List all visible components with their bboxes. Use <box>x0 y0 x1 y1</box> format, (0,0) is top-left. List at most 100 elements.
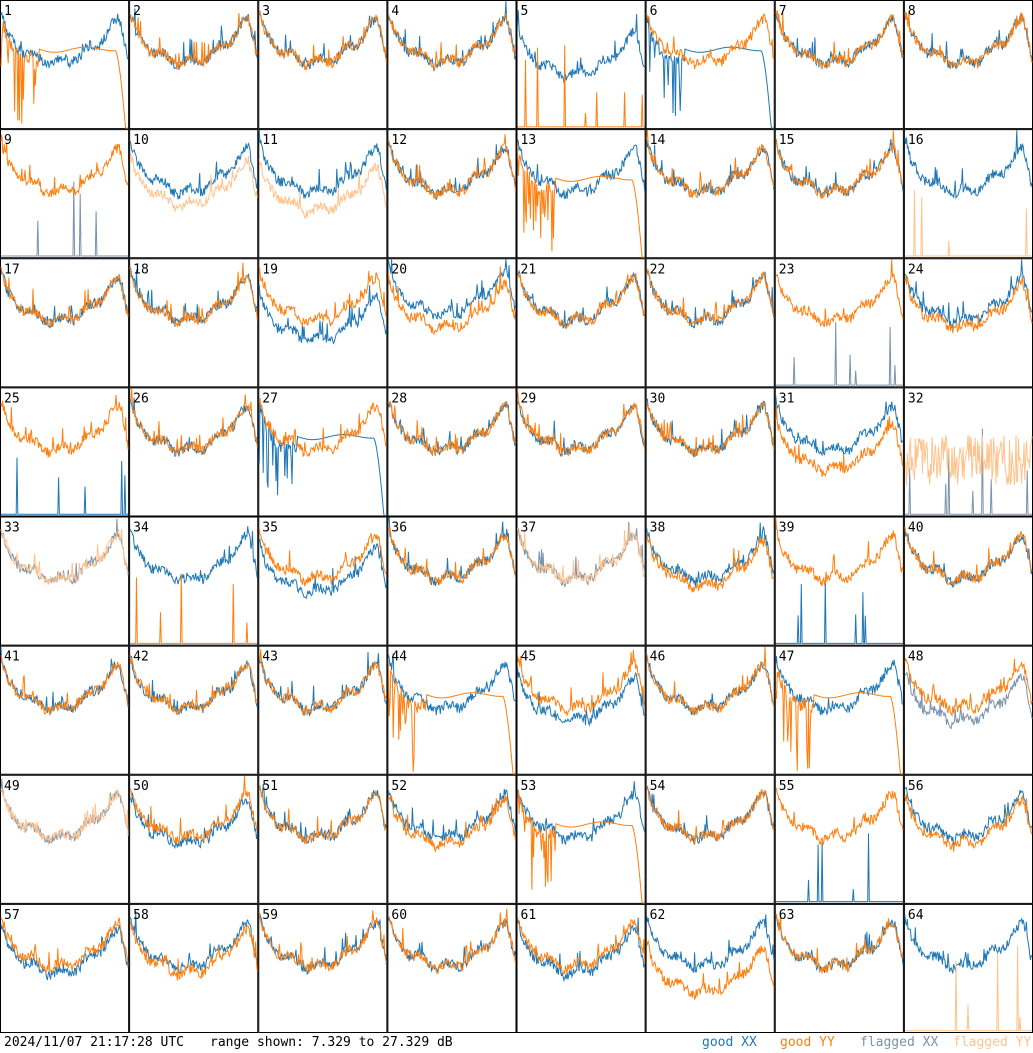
antenna-number-label: 18 <box>133 262 149 277</box>
antenna-number-label: 45 <box>521 650 537 665</box>
antenna-number-label: 49 <box>4 779 20 794</box>
antenna-panel-2: 2 <box>129 0 259 130</box>
legend-flagged-xx: flagged XX <box>860 1035 939 1050</box>
series-line-yy <box>387 13 516 71</box>
antenna-number-label: 32 <box>908 391 924 406</box>
antenna-number-label: 30 <box>650 391 666 406</box>
series-line-yy <box>517 790 645 904</box>
antenna-number-label: 7 <box>779 4 787 19</box>
panel-frame <box>0 645 130 775</box>
panel-frame <box>0 903 130 1033</box>
panel-frame <box>387 0 517 130</box>
antenna-number-label: 37 <box>521 521 537 536</box>
series-line-yy <box>129 921 258 981</box>
antenna-panel-18: 18 <box>129 258 259 388</box>
panel-frame <box>645 129 775 259</box>
series-line-yy <box>129 13 258 70</box>
antenna-number-label: 61 <box>521 908 537 923</box>
antenna-number-label: 22 <box>650 262 666 277</box>
antenna-number-label: 54 <box>650 779 666 794</box>
series-line-yy <box>904 190 1032 257</box>
antenna-panel-43: 43 <box>258 645 388 775</box>
panel-frame <box>129 129 259 259</box>
antenna-number-label: 24 <box>908 262 924 277</box>
antenna-number-label: 1 <box>4 4 12 19</box>
panel-frame <box>774 387 904 517</box>
series-line-yy <box>387 134 516 201</box>
series-line-xx <box>646 914 775 973</box>
antenna-number-label: 58 <box>133 908 149 923</box>
series-line-yy <box>904 275 1033 334</box>
panel-frame <box>258 774 388 904</box>
antenna-panel-24: 24 <box>903 258 1033 388</box>
panel-frame <box>258 0 388 130</box>
antenna-panel-35: 35 <box>258 516 388 646</box>
antenna-number-label: 59 <box>262 908 278 923</box>
range-label: range shown: 7.329 to 27.329 dB <box>210 1035 453 1050</box>
panel-frame <box>774 0 904 130</box>
antenna-panel-17: 17 <box>0 258 130 388</box>
series-line-xx <box>517 10 645 84</box>
series-line-yy <box>387 400 516 457</box>
series-line-yy <box>646 646 775 716</box>
antenna-number-label: 47 <box>779 650 795 665</box>
antenna-panel-48: 48 <box>903 645 1033 775</box>
panel-frame <box>774 129 904 259</box>
antenna-number-label: 35 <box>262 521 278 536</box>
panel-frame <box>0 387 130 517</box>
antenna-number-label: 10 <box>133 133 149 148</box>
series-line-yy <box>517 522 646 585</box>
antenna-panel-27: 27 <box>258 387 388 517</box>
series-line-yy <box>388 795 516 853</box>
antenna-number-label: 38 <box>650 521 666 536</box>
series-line-yy <box>775 517 904 587</box>
series-line-yy <box>129 654 258 716</box>
panel-frame <box>903 0 1033 130</box>
series-line-yy <box>646 786 775 845</box>
series-line-yy <box>904 526 1033 586</box>
series-line-yy <box>258 649 387 716</box>
series-line-yy <box>258 528 387 587</box>
series-line-yy <box>517 649 646 718</box>
antenna-panel-55: 55 <box>774 774 904 904</box>
antenna-panel-47: 47 <box>774 645 904 775</box>
series-line-xx <box>1 457 129 515</box>
series-line-yy <box>258 159 387 219</box>
antenna-panel-60: 60 <box>387 903 517 1033</box>
panel-frame <box>258 129 388 259</box>
panel-frame <box>645 774 775 904</box>
antenna-number-label: 13 <box>521 133 537 148</box>
antenna-number-label: 56 <box>908 779 924 794</box>
antenna-panel-6: 6 <box>645 0 775 130</box>
series-line-xx <box>517 781 646 845</box>
series-line-xx <box>904 914 1033 974</box>
panel-frame <box>0 258 130 388</box>
antenna-number-label: 19 <box>262 262 278 277</box>
series-line-yy <box>258 785 387 845</box>
antenna-panel-20: 20 <box>387 258 517 388</box>
series-line-yy <box>258 397 387 458</box>
antenna-number-label: 8 <box>908 4 916 19</box>
antenna-panel-22: 22 <box>645 258 775 388</box>
series-line-yy <box>904 945 1032 1032</box>
antenna-number-label: 3 <box>262 4 270 19</box>
series-line-yy <box>775 913 904 974</box>
antenna-number-label: 16 <box>908 133 924 148</box>
antenna-number-label: 46 <box>650 650 666 665</box>
antenna-panel-57: 57 <box>0 903 130 1033</box>
antenna-number-label: 29 <box>521 391 537 406</box>
antenna-number-label: 25 <box>4 391 20 406</box>
antenna-number-label: 12 <box>391 133 407 148</box>
antenna-panel-42: 42 <box>129 645 259 775</box>
antenna-number-label: 40 <box>908 521 924 536</box>
antenna-panel-7: 7 <box>774 0 904 130</box>
antenna-panel-11: 11 <box>258 129 388 259</box>
panel-frame <box>774 645 904 775</box>
series-line-yy <box>517 145 645 258</box>
antenna-number-label: 2 <box>133 4 141 19</box>
series-line-xx <box>129 140 258 200</box>
antenna-number-label: 5 <box>521 4 529 19</box>
antenna-number-label: 23 <box>779 262 795 277</box>
series-line-yy <box>775 405 904 477</box>
panel-frame <box>387 129 517 259</box>
